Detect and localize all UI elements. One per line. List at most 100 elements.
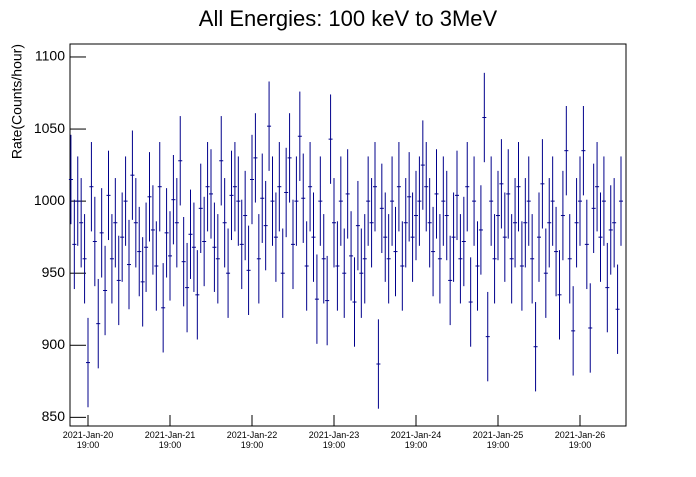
error-bar (249, 134, 254, 225)
error-bar (79, 178, 84, 268)
error-bar (530, 214, 535, 304)
error-bar (92, 196, 97, 287)
error-bar (478, 185, 483, 275)
error-bar (130, 130, 135, 220)
error-bar (615, 264, 620, 354)
error-bar (595, 142, 600, 232)
error-bar (202, 196, 207, 287)
error-bar (301, 153, 306, 243)
error-bar (355, 180, 360, 271)
error-bar (434, 149, 439, 239)
error-bar (103, 245, 108, 336)
error-bar (410, 192, 415, 282)
error-bar (577, 156, 582, 246)
error-bar (536, 192, 541, 282)
error-bar (236, 156, 241, 246)
error-bar (239, 199, 244, 290)
error-bar (499, 139, 504, 229)
error-bar (137, 206, 142, 297)
error-bar (427, 178, 432, 268)
error-bar (482, 72, 487, 163)
error-bar (547, 178, 552, 268)
error-bar (366, 156, 371, 246)
error-bar (581, 105, 586, 196)
error-bar (72, 199, 77, 290)
error-bar (198, 163, 203, 254)
error-bar (253, 113, 258, 203)
error-bar (226, 228, 231, 318)
error-bar (540, 139, 545, 229)
error-bar (284, 147, 289, 238)
error-bar (325, 255, 330, 346)
y-axis-label: Rate(Counts/hour) (9, 44, 25, 159)
error-bar (188, 189, 193, 279)
error-bar (287, 113, 292, 203)
error-bar (605, 242, 610, 333)
error-bar (161, 263, 166, 353)
error-bar (554, 206, 559, 297)
error-bar (123, 156, 128, 246)
error-bar (424, 142, 429, 232)
error-bar (304, 221, 309, 311)
error-bar (174, 178, 179, 268)
error-bar (294, 156, 299, 246)
error-bar (519, 221, 524, 311)
y-tick-label: 1050 (34, 120, 65, 136)
error-bar (461, 196, 466, 287)
error-bar (601, 156, 606, 246)
error-bar (564, 105, 569, 196)
error-bar (557, 250, 562, 340)
error-bar (280, 228, 285, 318)
error-bar (396, 142, 401, 232)
error-bar (349, 211, 354, 301)
error-bar (215, 214, 220, 304)
error-bar (85, 317, 90, 408)
error-bar (588, 283, 593, 373)
error-bar (383, 192, 388, 282)
error-bar (195, 250, 200, 340)
error-bar (205, 142, 210, 232)
error-bar (191, 202, 196, 292)
error-bar (150, 185, 155, 275)
error-bar (417, 156, 422, 246)
error-bar (489, 156, 494, 246)
error-bar (89, 142, 94, 232)
error-bar (451, 192, 456, 282)
error-bar (516, 142, 521, 232)
error-bar (454, 150, 459, 241)
error-bar (219, 116, 224, 206)
error-bar (277, 142, 282, 232)
error-bar (263, 180, 268, 271)
error-bar (376, 319, 381, 409)
y-tick-label: 900 (42, 336, 66, 352)
error-bar (256, 214, 261, 304)
error-bar (120, 192, 125, 282)
error-bar (147, 152, 152, 242)
error-bar (543, 228, 548, 318)
error-bar (243, 170, 248, 261)
error-bar (571, 286, 576, 376)
error-bar (311, 192, 316, 282)
error-bar (468, 257, 473, 347)
x-tick-label: 2021-Jan-22 19:00 (227, 430, 278, 450)
error-bar (465, 142, 470, 232)
error-bar (270, 156, 275, 246)
error-bar (413, 170, 418, 261)
error-bar (369, 178, 374, 268)
error-bar (400, 221, 405, 311)
error-bar (140, 237, 145, 327)
y-tick-label: 1100 (35, 48, 65, 64)
error-bar (359, 228, 364, 318)
error-bar (591, 163, 596, 254)
error-bar (164, 188, 169, 278)
error-bar (157, 142, 162, 232)
error-bar (448, 235, 453, 326)
error-bar (181, 216, 186, 307)
error-bar (328, 94, 333, 184)
y-tick-label: 950 (42, 264, 66, 280)
error-bar (318, 156, 323, 246)
error-bar (345, 149, 350, 239)
error-bar (560, 170, 565, 261)
error-bar (523, 178, 528, 268)
error-bar (290, 199, 295, 290)
